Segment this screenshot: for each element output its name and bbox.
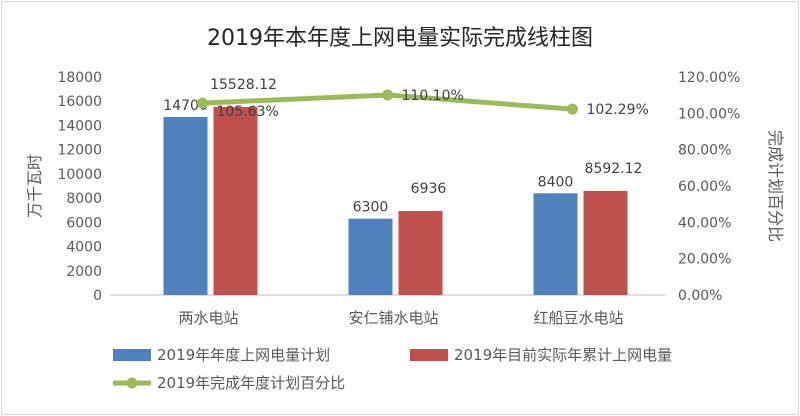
bar-plan xyxy=(348,218,393,295)
y-tick-label: 14000 xyxy=(57,118,102,134)
bar-actual xyxy=(398,210,443,295)
line-point xyxy=(567,103,578,115)
y2-tick-label: 80.00% xyxy=(678,143,731,159)
chart-title: 2019年本年度上网电量实际完成线柱图 xyxy=(207,26,593,51)
y2-tick-label: 100.00% xyxy=(678,106,740,122)
legend-swatch xyxy=(113,349,151,361)
data-label: 6300 xyxy=(353,200,389,216)
y-tick-label: 16000 xyxy=(57,94,102,110)
legend-label: 2019年目前实际年累计上网电量 xyxy=(454,346,672,364)
data-label: 15528.12 xyxy=(210,77,277,93)
y-tick-label: 12000 xyxy=(57,143,102,159)
y2-axis-label: 完成计划百分比 xyxy=(766,130,785,242)
legend-marker xyxy=(126,377,138,389)
data-label: 14700 xyxy=(163,98,208,114)
x-tick-label: 安仁铺水电站 xyxy=(348,309,438,327)
legend-label: 2019年完成年度计划百分比 xyxy=(157,374,345,392)
data-label: 105.63% xyxy=(217,104,279,120)
data-label: 102.29% xyxy=(587,102,649,118)
legend-label: 2019年年度上网电量计划 xyxy=(157,346,330,364)
y-tick-label: 18000 xyxy=(57,70,102,86)
y-tick-label: 4000 xyxy=(66,240,102,256)
legend-swatch xyxy=(410,349,448,361)
bar-plan xyxy=(533,193,578,295)
bar-actual xyxy=(583,190,628,295)
y-tick-label: 6000 xyxy=(66,215,102,231)
y-tick-label: 10000 xyxy=(57,167,102,183)
y-axis-label: 万千瓦时 xyxy=(25,154,44,218)
y2-tick-label: 20.00% xyxy=(678,252,731,268)
line-point xyxy=(197,97,208,109)
y2-tick-label: 0.00% xyxy=(678,288,722,304)
x-tick-label: 红船豆水电站 xyxy=(533,309,623,327)
data-label: 8592.12 xyxy=(585,161,643,177)
bar-plan xyxy=(163,116,208,295)
data-label: 8400 xyxy=(538,174,574,190)
x-tick-label: 两水电站 xyxy=(178,309,238,327)
y-tick-label: 0 xyxy=(93,288,102,304)
data-label: 110.10% xyxy=(402,88,464,104)
y2-tick-label: 40.00% xyxy=(678,215,731,231)
bar-actual xyxy=(213,106,258,295)
y2-tick-label: 120.00% xyxy=(678,70,740,86)
y2-tick-label: 60.00% xyxy=(678,179,731,195)
data-label: 6936 xyxy=(411,181,447,197)
y-tick-label: 2000 xyxy=(66,264,102,280)
y-tick-label: 8000 xyxy=(66,191,102,207)
line-point xyxy=(382,89,393,101)
